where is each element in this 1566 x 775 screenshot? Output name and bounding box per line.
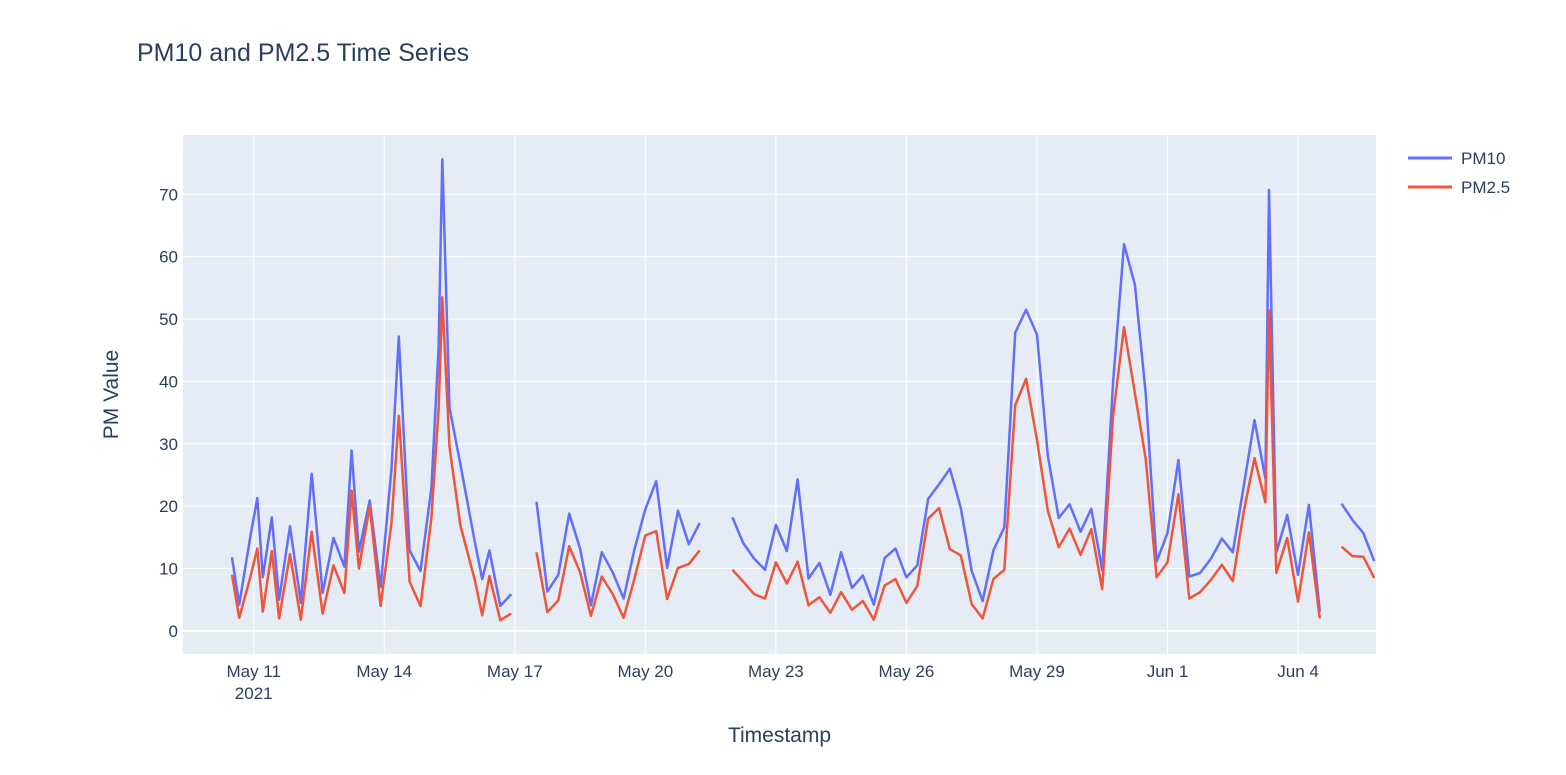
x-tick-labels: May 11 2021 May 14 May 17 May 20 May 23 May 26…	[226, 662, 1318, 703]
chart-title: PM10 and PM2.5 Time Series	[137, 39, 469, 67]
series-line-pm10[interactable]	[230, 158, 1376, 612]
x-gridlines	[253, 135, 1299, 654]
x-axis-title: Timestamp	[728, 724, 831, 747]
x-tick-label: May 14	[356, 662, 412, 681]
plot-area[interactable]	[183, 135, 1376, 654]
x-tick-label: May 11	[226, 662, 281, 681]
y-tick-labels: 0 10 20 30 40 50 60 70	[159, 185, 178, 641]
x-tick-label: Jun 4	[1277, 662, 1319, 681]
x-tick-label: May 26	[879, 662, 935, 681]
x-tick-label: May 23	[748, 662, 804, 681]
y-tick-label: 40	[159, 372, 178, 391]
y-axis-title: PM Value	[100, 350, 123, 440]
series-layer	[230, 158, 1376, 622]
y-tick-label: 70	[159, 185, 178, 204]
y-tick-label: 10	[159, 560, 178, 579]
legend-label-pm10[interactable]: PM10	[1461, 149, 1505, 168]
x-tick-label: May 20	[617, 662, 673, 681]
y-tick-label: 0	[169, 622, 178, 641]
x-tick-label: Jun 1	[1147, 662, 1189, 681]
series-line-pm2-5[interactable]	[230, 295, 1376, 622]
y-tick-label: 60	[159, 248, 178, 267]
legend-label-pm2-5[interactable]: PM2.5	[1461, 178, 1510, 197]
y-tick-label: 20	[159, 497, 178, 516]
x-tick-label: May 29	[1009, 662, 1065, 681]
y-tick-label: 50	[159, 310, 178, 329]
x-tick-sublabel: 2021	[235, 684, 273, 703]
x-tick-label: May 17	[487, 662, 543, 681]
legend: PM10 PM2.5	[1408, 149, 1510, 197]
y-tick-label: 30	[159, 435, 178, 454]
